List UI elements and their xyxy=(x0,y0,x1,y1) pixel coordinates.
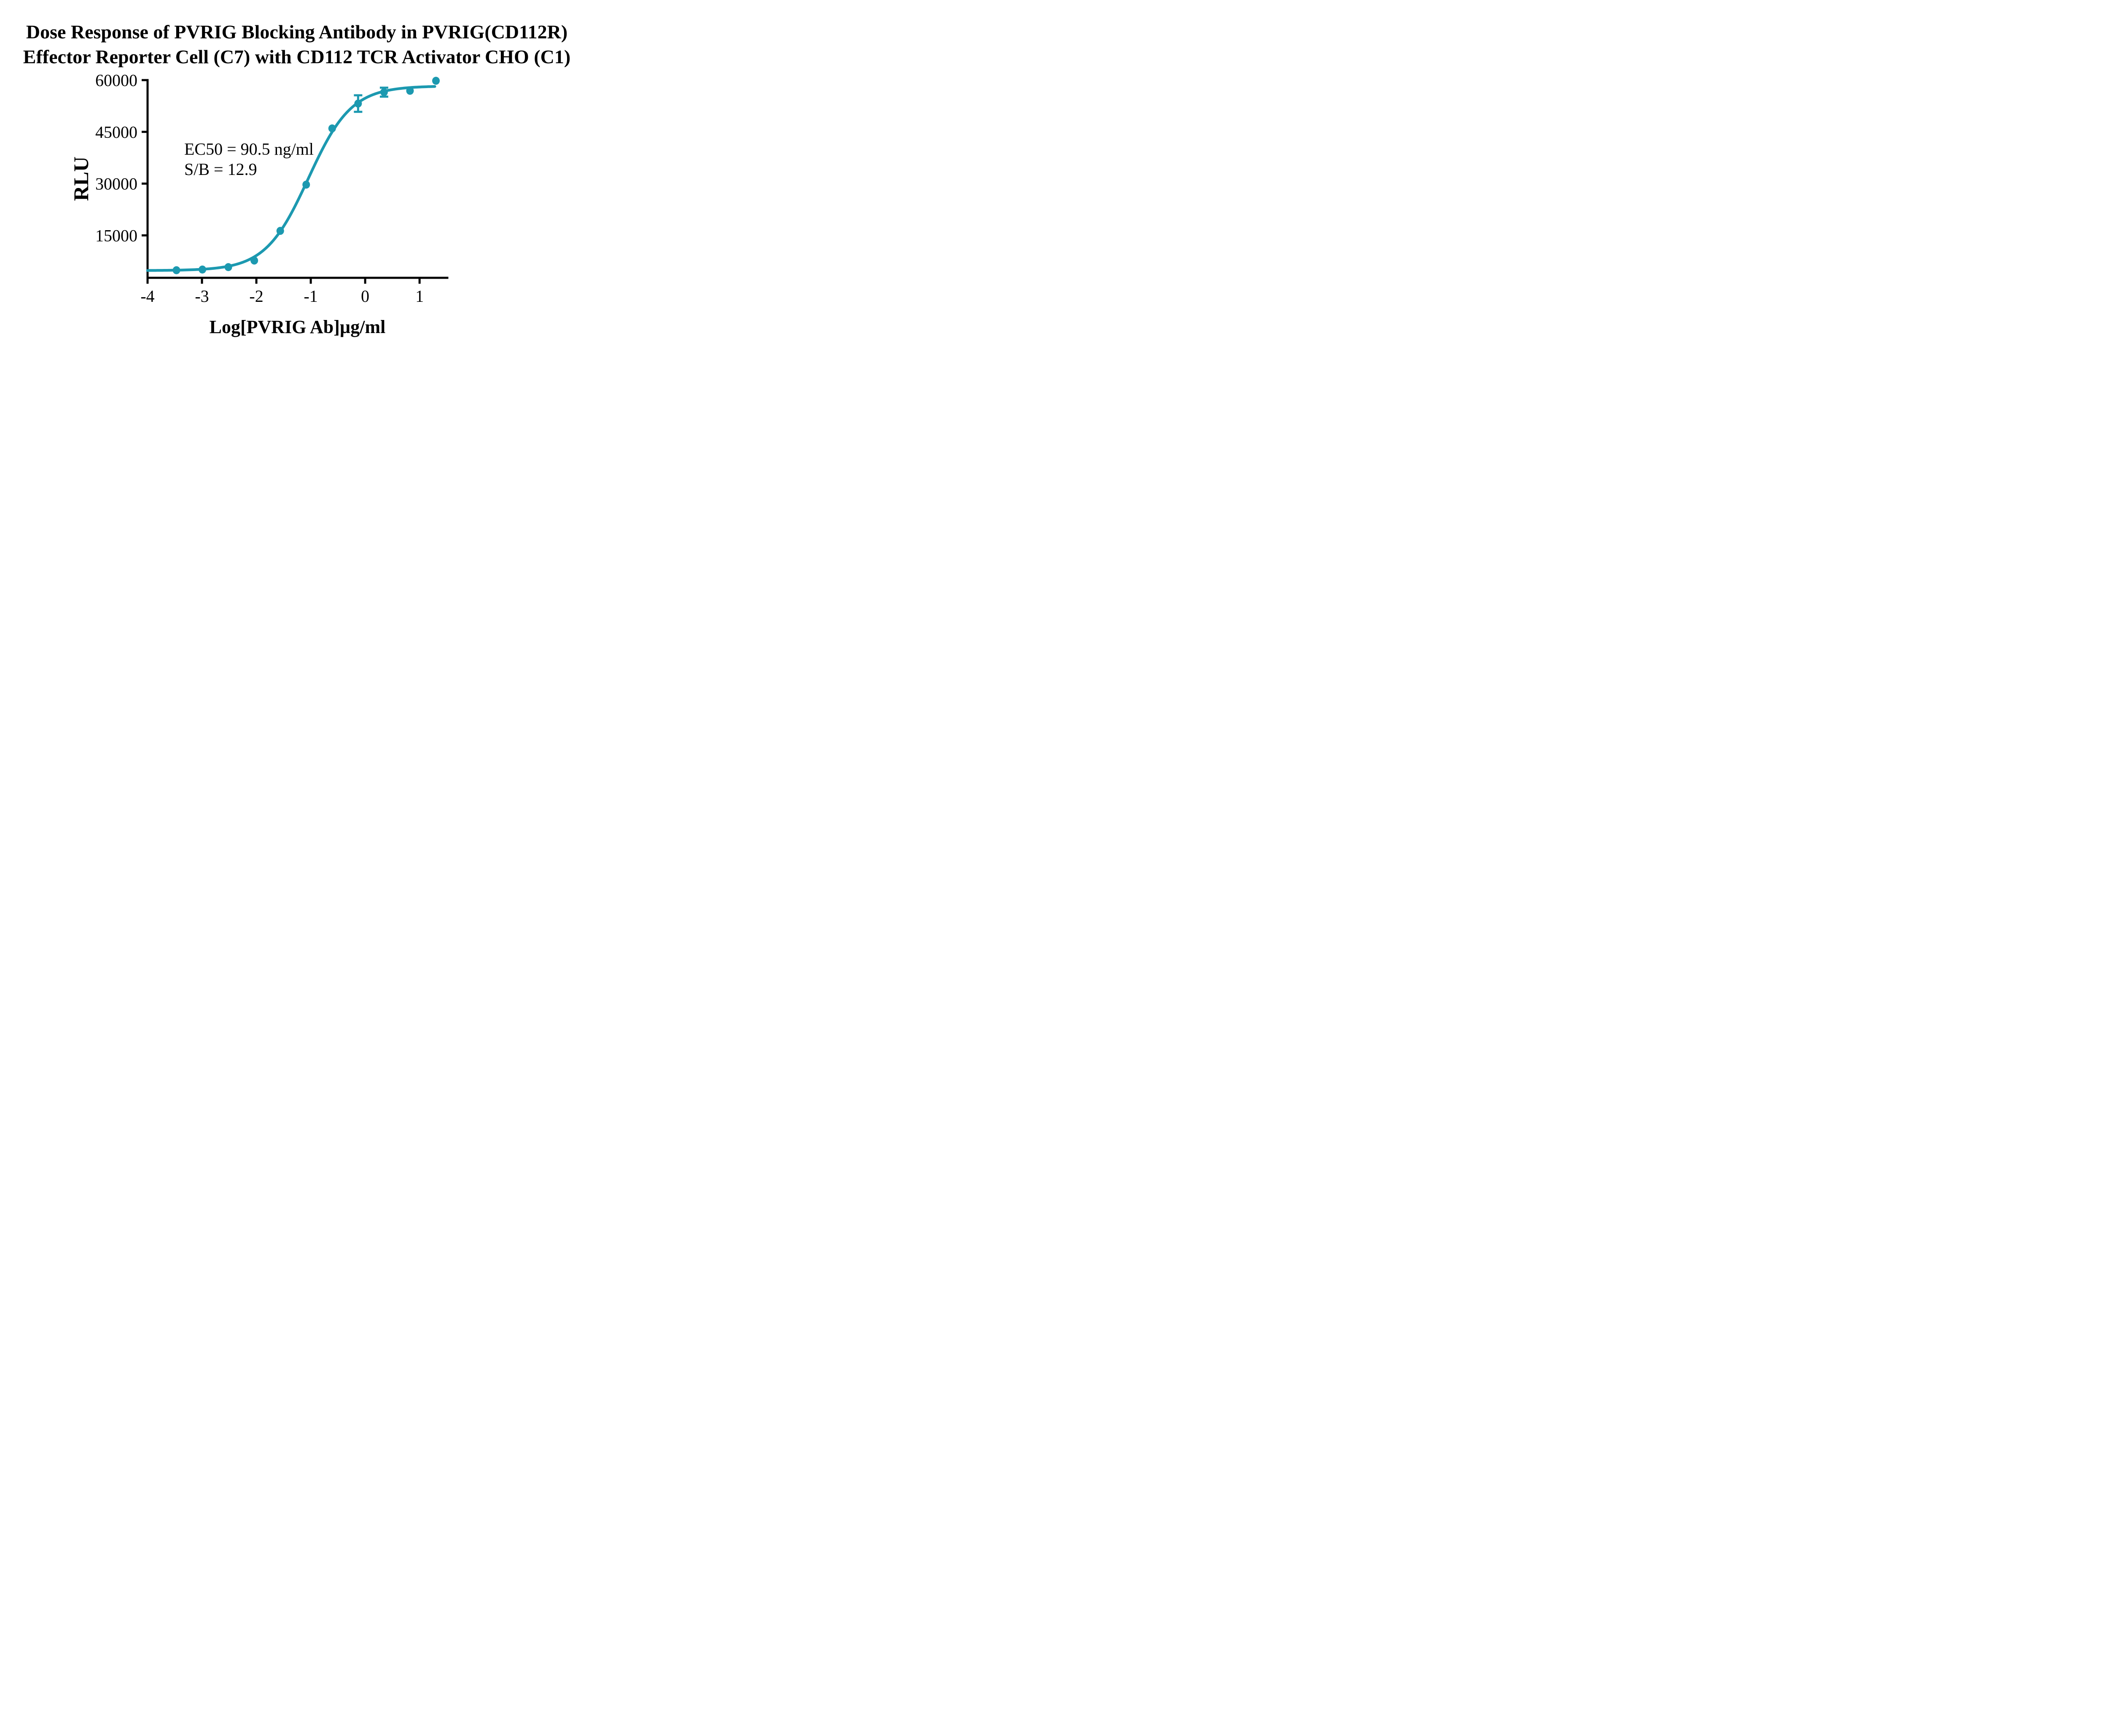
fit-annotation: EC50 = 90.5 ng/ml S/B = 12.9 xyxy=(184,139,314,180)
data-point xyxy=(380,88,388,97)
data-point xyxy=(328,124,336,133)
x-tick-label: -2 xyxy=(249,287,263,306)
y-tick-label: 15000 xyxy=(95,226,137,245)
data-point xyxy=(302,180,310,189)
data-point xyxy=(354,99,362,108)
x-tick-label: -3 xyxy=(195,287,209,306)
data-point xyxy=(199,265,207,274)
data-point xyxy=(276,227,284,235)
data-point xyxy=(432,77,440,85)
dose-response-plot: 15000 30000 45000 60000 -4 -3 -2 -1 0 1 xyxy=(95,71,449,306)
y-tick-label: 60000 xyxy=(95,71,137,90)
chart-title-line-2: Effector Reporter Cell (C7) with CD112 T… xyxy=(23,46,571,67)
y-tick-label: 30000 xyxy=(95,175,137,193)
data-point xyxy=(406,86,414,95)
data-point xyxy=(172,266,180,274)
x-tick-label: 1 xyxy=(415,287,424,306)
ec50-value: EC50 = 90.5 ng/ml xyxy=(184,140,314,159)
x-axis-title: Log[PVRIG Ab]µg/ml xyxy=(209,317,386,337)
x-tick-label: -1 xyxy=(304,287,317,306)
figure-canvas: 15000 30000 45000 60000 -4 -3 -2 -1 0 1 Dose Resp… xyxy=(0,0,594,347)
y-axis-title: RLU xyxy=(69,156,93,201)
data-point xyxy=(224,263,232,271)
x-tick-label: 0 xyxy=(361,287,369,306)
data-point xyxy=(250,256,258,265)
chart-title: Dose Response of PVRIG Blocking Antibody… xyxy=(0,19,594,69)
x-tick-label: -4 xyxy=(140,287,154,306)
chart-title-line-1: Dose Response of PVRIG Blocking Antibody… xyxy=(26,21,568,43)
y-tick-label: 45000 xyxy=(95,123,137,142)
sb-ratio-value: S/B = 12.9 xyxy=(184,160,257,179)
